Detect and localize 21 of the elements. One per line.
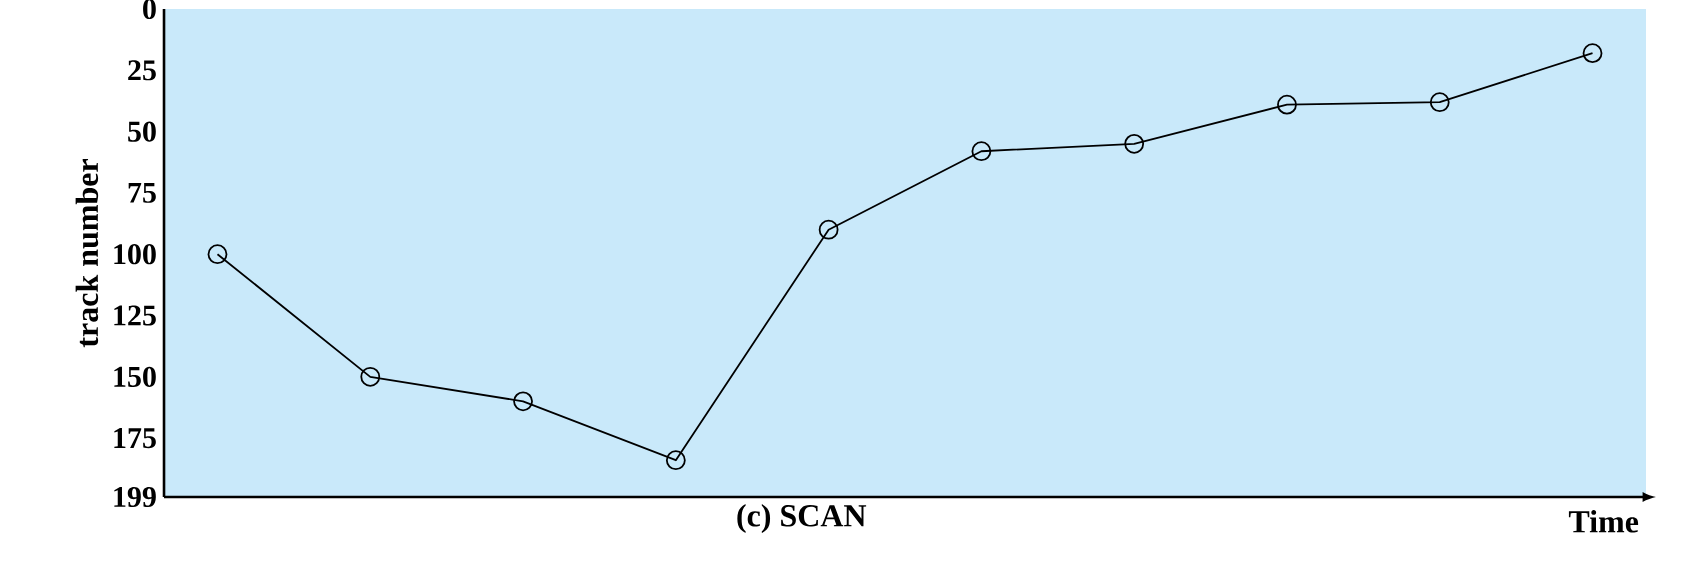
text: (c) SCAN xyxy=(737,504,867,534)
y-tick-label: 125 xyxy=(114,305,156,326)
y-tick-label: 199 xyxy=(114,486,156,508)
point xyxy=(665,450,686,471)
y-tick-label: 75 xyxy=(128,182,156,203)
x-axis-title: Time xyxy=(1568,510,1639,533)
point xyxy=(1582,43,1603,64)
y-tick-label: 50 xyxy=(128,121,156,142)
point xyxy=(360,366,381,387)
y-axis-title: track number xyxy=(75,159,99,348)
point xyxy=(207,244,228,265)
point xyxy=(1429,92,1450,113)
point xyxy=(971,141,992,162)
point xyxy=(1124,133,1145,154)
y-tick-label: 25 xyxy=(128,60,156,81)
point xyxy=(513,391,533,412)
point xyxy=(1277,94,1297,115)
point xyxy=(818,219,839,240)
y-tick-label: 100 xyxy=(114,244,156,265)
y-tick-label: 150 xyxy=(114,366,156,387)
y-tick-label: 175 xyxy=(114,428,156,449)
